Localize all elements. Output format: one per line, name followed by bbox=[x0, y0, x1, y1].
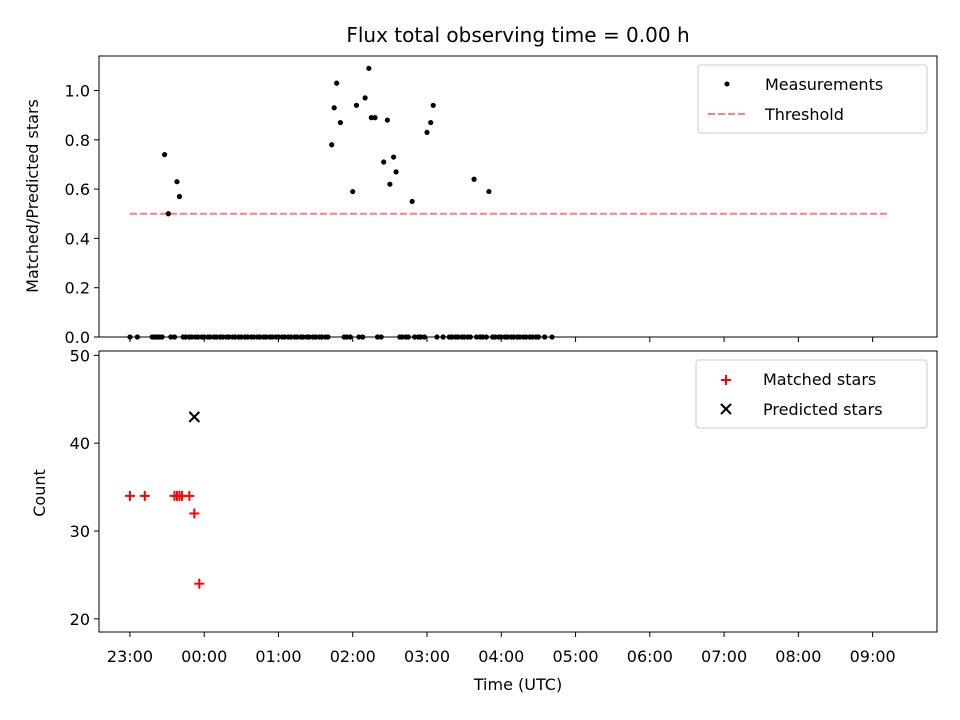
top-legend: Measurements Threshold bbox=[697, 64, 928, 134]
top-y-tick-label: 0.0 bbox=[65, 328, 90, 347]
measurement-point bbox=[409, 198, 415, 205]
measurement-point bbox=[486, 188, 492, 195]
measurement-point bbox=[366, 65, 372, 71]
top-y-ticks: 0.0 0.2 0.4 0.6 0.8 1.0 bbox=[65, 82, 99, 347]
bottom-x-ticks: 23:00 00:00 01:00 02:00 03:00 04:00 05:00 06:00… bbox=[107, 632, 896, 666]
bottom-x-tick-label: 05:00 bbox=[553, 647, 599, 666]
measurement-point bbox=[176, 193, 183, 200]
measurement-point bbox=[174, 179, 180, 185]
top-legend-box bbox=[697, 64, 928, 134]
measurement-point bbox=[471, 176, 477, 182]
measurement-point bbox=[329, 142, 335, 148]
top-y-tick-label: 1.0 bbox=[65, 82, 90, 101]
predicted-stars-group bbox=[188, 411, 201, 423]
measurement-point bbox=[393, 169, 399, 175]
top-plot-area: 0.0 0.2 0.4 0.6 0.8 1.0 bbox=[65, 55, 938, 347]
predicted-star-d2 bbox=[188, 411, 201, 423]
measurement-point bbox=[334, 80, 340, 86]
bottom-y-axis-label: Count bbox=[30, 469, 49, 517]
bottom-y-tick-label: 30 bbox=[70, 522, 90, 541]
matched-star-marker bbox=[194, 578, 205, 589]
measurement-point bbox=[381, 159, 387, 165]
measurement-point bbox=[372, 115, 378, 121]
bottom-y-tick-label: 20 bbox=[70, 610, 90, 629]
top-chart-title: Flux total observing time = 0.00 h bbox=[346, 23, 689, 47]
measurement-point bbox=[353, 102, 360, 108]
measurement-point bbox=[390, 154, 397, 160]
legend-measurements-marker bbox=[724, 81, 730, 87]
measurement-point bbox=[424, 129, 430, 136]
measurement-point bbox=[428, 119, 434, 126]
matched-star-marker bbox=[124, 490, 135, 501]
measurement-point bbox=[162, 151, 168, 158]
measurement-point bbox=[337, 119, 343, 126]
top-y-axis-label: Matched/Predicted stars bbox=[23, 99, 42, 293]
matched-star-marker bbox=[189, 508, 200, 519]
legend-matched-label: Matched stars bbox=[763, 370, 876, 389]
matched-star-marker bbox=[139, 490, 150, 501]
legend-predicted-label: Predicted stars bbox=[763, 400, 883, 419]
legend-predicted-marker bbox=[720, 403, 732, 415]
bottom-y-tick-label: 40 bbox=[70, 434, 90, 453]
matched-stars-group bbox=[124, 490, 205, 589]
bottom-plot-area: 20 30 40 50 23:00 00:00 01:00 02:00 03:00 04:00 0… bbox=[70, 346, 938, 666]
bottom-legend-box bbox=[695, 359, 928, 429]
bottom-x-tick-label: 02:00 bbox=[330, 647, 376, 666]
measurement-point bbox=[350, 188, 356, 195]
bottom-axes-frame bbox=[98, 350, 938, 633]
legend-measurements-label: Measurements bbox=[765, 75, 883, 94]
top-x-ticks bbox=[129, 337, 874, 342]
measurement-point bbox=[368, 115, 374, 121]
legend-threshold-label: Threshold bbox=[764, 105, 844, 124]
bottom-x-tick-label: 08:00 bbox=[775, 647, 821, 666]
top-y-tick-label: 0.2 bbox=[65, 279, 90, 298]
bottom-x-tick-label: 06:00 bbox=[627, 647, 673, 666]
top-y-tick-label: 0.6 bbox=[65, 180, 90, 199]
measurement-point bbox=[387, 181, 393, 187]
legend-matched-marker bbox=[721, 375, 731, 385]
measurement-points-group bbox=[127, 65, 555, 340]
measurement-point bbox=[331, 105, 337, 111]
top-y-tick-label: 0.8 bbox=[65, 131, 90, 150]
top-axes-frame bbox=[98, 55, 938, 338]
predicted-star-marker bbox=[188, 411, 201, 423]
bottom-x-tick-label: 07:00 bbox=[701, 647, 747, 666]
matched-star-marker bbox=[184, 490, 195, 501]
bottom-y-tick-label: 50 bbox=[70, 346, 90, 365]
measurement-point bbox=[384, 117, 391, 123]
bottom-legend: Matched stars Predicted stars bbox=[695, 359, 928, 429]
bottom-x-tick-label: 23:00 bbox=[107, 647, 153, 666]
bottom-x-tick-label: 09:00 bbox=[850, 647, 896, 666]
bottom-x-tick-label: 01:00 bbox=[255, 647, 301, 666]
top-y-tick-label: 0.4 bbox=[65, 229, 90, 248]
bottom-x-axis-label: Time (UTC) bbox=[473, 675, 562, 694]
bottom-x-tick-label: 04:00 bbox=[478, 647, 524, 666]
measurement-point bbox=[430, 102, 436, 108]
bottom-x-tick-label: 03:00 bbox=[404, 647, 450, 666]
bottom-y-ticks: 20 30 40 50 bbox=[70, 346, 99, 629]
measurement-point bbox=[165, 211, 171, 217]
bottom-x-tick-label: 00:00 bbox=[181, 647, 227, 666]
measurement-point bbox=[362, 95, 368, 101]
